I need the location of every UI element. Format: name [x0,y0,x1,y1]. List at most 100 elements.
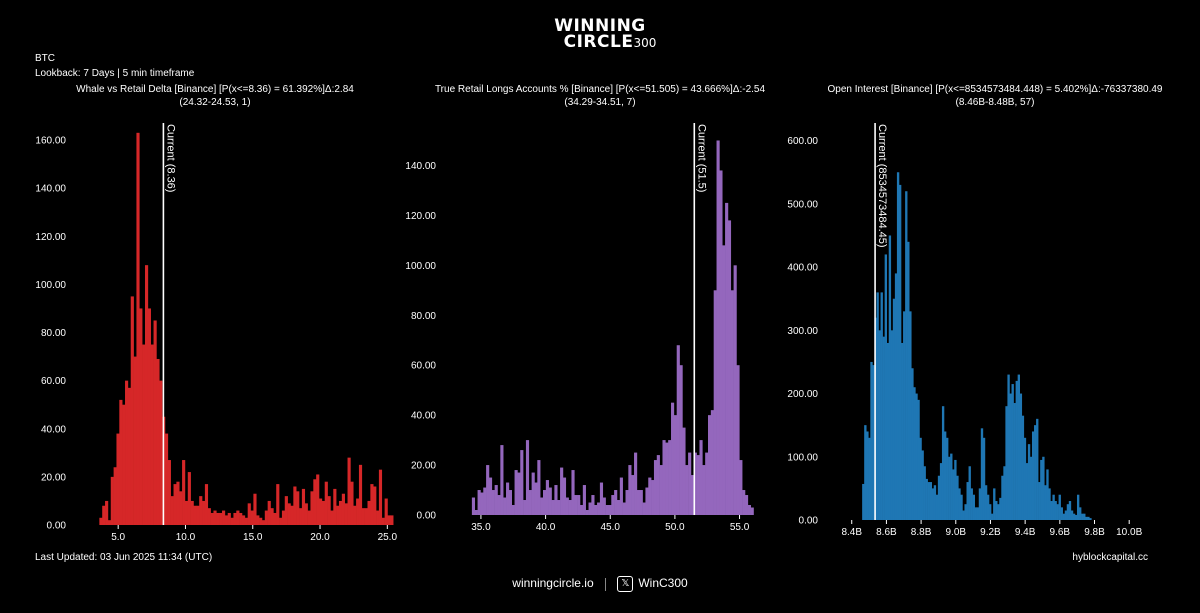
y-tick-label: 120.00 [35,232,66,243]
histogram-bar [250,510,254,525]
chart-3-open-interest: 0.00 100.00 200.00 300.00 400.00 500.00 600.00… [787,123,1143,538]
histogram-bar [579,505,584,515]
histogram-bar [919,437,922,520]
histogram-bar [341,493,345,525]
histogram-bar [1019,393,1023,520]
y-tick-label: 40.00 [41,424,66,435]
x-tick-label: 9.8B [1084,527,1105,538]
last-updated: Last Updated: 03 Jun 2025 11:34 (UTC) [35,552,213,563]
histogram-bar [247,503,251,525]
chart-2-title: True Retail Longs Accounts % [Binance] [… [434,84,766,95]
histogram-bar [682,427,686,515]
chart-2-subtitle: (34.29-34.51, 7) [564,97,636,108]
histogram-bar [525,440,530,515]
histogram-bar [690,475,695,515]
histogram-bar [882,336,885,520]
histogram-bar [296,491,300,525]
x-tick-label: 45.0 [601,522,621,533]
chart-2-retail-longs-accounts: 0.00 20.00 40.00 60.00 80.00 100.00 120.00 140.… [405,123,754,533]
histogram-bar [259,517,263,525]
y-tick-label: 300.00 [787,326,818,337]
histogram-bar [1036,418,1039,520]
histogram-bar [1025,463,1029,520]
histogram-bar [554,485,558,515]
histogram-bar [890,330,894,520]
logo-line-2: CIRCLE [563,32,634,52]
current-value-label: Current (8.36) [164,124,176,192]
histogram-bar [896,172,900,520]
histogram-bar [688,452,692,515]
histogram-bar [742,490,746,515]
y-tick-label: 100.00 [405,261,436,272]
histogram-bar [1001,475,1004,520]
histogram-bar [204,484,209,525]
x-tick-label: 9.0B [945,527,966,538]
x-tick-label: 50.0 [665,522,685,533]
x-tick-label: 40.0 [536,522,556,533]
x-logo-icon[interactable]: 𝕏 [617,576,634,592]
histogram-bar [105,500,109,525]
chart-1-title: Whale vs Retail Delta [Binance] [P(x<=8.… [76,84,354,95]
histogram-bar [634,452,638,515]
histogram-bar [1052,494,1055,520]
histogram-bar [119,399,123,525]
histogram-bar [534,482,538,515]
histogram-bar [125,380,129,525]
histogram-bar [350,481,354,525]
histogram-bar [903,311,906,520]
histogram-bar [937,475,941,520]
histogram-bar [958,488,961,520]
histogram-bar [747,505,751,515]
histogram-bar [1029,456,1033,520]
histogram-bar [588,502,592,515]
histogram-bar [330,510,334,525]
y-tick-label: 100.00 [787,452,818,463]
website-link[interactable]: winningcircle.io [512,576,594,591]
histogram-bar [582,485,586,515]
histogram-bar [110,476,114,525]
y-tick-label: 40.00 [411,411,436,422]
histogram-bar [1070,510,1074,520]
y-tick-label: 0.00 [47,521,67,532]
histogram-bar [894,273,898,520]
histogram-bar [381,517,385,525]
histogram-bar [182,460,186,525]
histogram-bar [1058,494,1061,520]
histogram-bar [931,488,935,520]
histogram-bar [880,292,883,520]
histogram-bar [261,520,266,525]
y-tick-label: 160.00 [35,136,66,147]
histogram-bar [995,501,998,520]
histogram-bar [970,488,973,520]
histogram-bar [1046,469,1049,520]
histogram-bar [147,308,151,525]
histogram-bar [199,496,203,525]
social-handle[interactable]: WinC300 [638,576,688,591]
histogram-bar [1042,456,1045,520]
histogram-bar [514,470,518,515]
histogram-bar [736,365,740,515]
asset-label: BTC [35,53,55,64]
histogram-bar [733,265,737,515]
histogram-bar [952,469,955,520]
histogram-bar [888,235,892,521]
histogram-bar [708,415,712,515]
histogram-bar [1027,444,1031,520]
histogram-bar [241,515,246,525]
logo-superscript: 300 [633,36,657,50]
histogram-bar [980,428,984,520]
histogram-bar [316,474,320,525]
histogram-bar [645,487,649,515]
histogram-bar [130,296,134,525]
histogram-bar [1079,507,1082,520]
y-tick-label: 600.00 [787,136,818,147]
histogram-bar [935,494,939,520]
x-tick-label: 20.0 [310,532,330,543]
histogram-bar [722,245,726,515]
histogram-bar [696,455,700,515]
histogram-bar [213,510,217,525]
histogram-bar [373,486,377,525]
histogram-bar [139,308,143,525]
histogram-bar [233,512,237,525]
histogram-bar [1087,516,1090,520]
